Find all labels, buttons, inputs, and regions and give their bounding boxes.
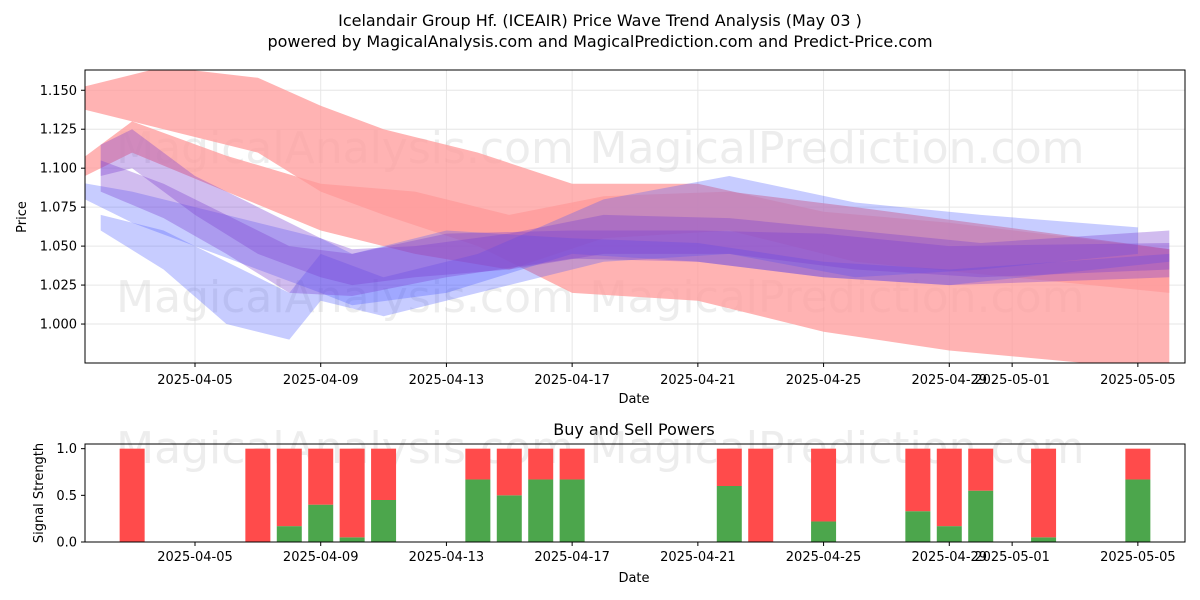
- price-plot-frame: [84, 69, 1186, 364]
- buy-bar: [905, 511, 931, 542]
- price-y-tick-label: 1.075: [40, 201, 77, 216]
- price-y-tick-label: 1.025: [40, 279, 77, 294]
- signal-chart-title: Buy and Sell Powers: [553, 420, 715, 439]
- sell-bar: [811, 448, 837, 522]
- sell-bar: [496, 448, 522, 496]
- sell-bar: [245, 448, 271, 542]
- signal-x-tick-label: 2025-04-21: [660, 550, 736, 565]
- price-x-tick-label: 2025-04-25: [786, 373, 862, 388]
- price-x-axis: 2025-04-05 2025-04-09 2025-04-13 2025-04-17…: [157, 363, 1176, 388]
- price-y-tick-label: 1.150: [40, 84, 77, 99]
- price-x-tick-label: 2025-04-13: [409, 373, 485, 388]
- sell-bar: [119, 448, 145, 542]
- buy-bar: [371, 500, 397, 542]
- buy-bar: [528, 479, 554, 542]
- price-y-tick-label: 1.050: [40, 240, 77, 255]
- sell-bar: [371, 448, 397, 500]
- buy-bar: [465, 479, 491, 542]
- signal-y-tick-label: 0.5: [56, 489, 77, 504]
- price-x-tick-label: 2025-04-21: [660, 373, 736, 388]
- sell-bar: [1125, 448, 1151, 480]
- price-y-axis: 1.000 1.025 1.050 1.075 1.100 1.125 1.150: [40, 84, 85, 333]
- buy-bar: [936, 526, 962, 542]
- price-y-tick-label: 1.125: [40, 123, 77, 138]
- signal-y-axis-label: Signal Strength: [32, 443, 47, 543]
- price-chart: MagicalAnalysis.com MagicalPrediction.co…: [15, 69, 1186, 407]
- signal-x-tick-label: 2025-04-05: [157, 550, 233, 565]
- signal-y-axis: 0.0 0.5 1.0: [56, 442, 85, 551]
- buy-bar: [1031, 537, 1057, 542]
- signal-bars: [119, 448, 1151, 542]
- sell-bar: [968, 448, 994, 491]
- price-y-tick-label: 1.000: [40, 318, 77, 333]
- signal-x-tick-label: 2025-04-13: [409, 550, 485, 565]
- sell-bar: [308, 448, 334, 505]
- buy-bar: [559, 479, 585, 542]
- price-x-tick-label: 2025-05-01: [974, 373, 1050, 388]
- buy-bar: [1125, 479, 1151, 542]
- price-x-tick-label: 2025-04-05: [157, 373, 233, 388]
- buy-bar: [308, 504, 334, 542]
- sell-bar: [1031, 448, 1057, 538]
- signal-x-tick-label: 2025-04-09: [283, 550, 359, 565]
- buy-bar: [811, 521, 837, 542]
- signal-chart: Buy and Sell Powers MagicalAnalysis.com …: [32, 420, 1186, 586]
- price-x-tick-label: 2025-05-05: [1100, 373, 1176, 388]
- buy-bar: [968, 490, 994, 542]
- sell-bar: [936, 448, 962, 527]
- price-x-tick-label: 2025-04-29: [912, 373, 988, 388]
- signal-x-axis-label: Date: [618, 571, 649, 586]
- signal-x-tick-label: 2025-04-25: [786, 550, 862, 565]
- red-band-2: [85, 121, 1170, 293]
- buy-bar: [496, 495, 522, 542]
- sell-bar: [748, 448, 774, 542]
- chart-title-line2: powered by MagicalAnalysis.com and Magic…: [267, 32, 932, 51]
- signal-x-tick-label: 2025-05-05: [1100, 550, 1176, 565]
- price-y-tick-label: 1.100: [40, 162, 77, 177]
- sell-bar: [276, 448, 302, 527]
- buy-bar: [339, 537, 365, 542]
- purple-band-2: [100, 160, 1170, 296]
- watermark-analysis-bottom: MagicalAnalysis.com: [116, 272, 574, 323]
- signal-x-tick-label: 2025-05-01: [974, 550, 1050, 565]
- sell-bar: [559, 448, 585, 480]
- buy-bar: [716, 486, 742, 542]
- sell-bar: [339, 448, 365, 538]
- signal-x-tick-label: 2025-04-29: [912, 550, 988, 565]
- watermark-prediction-top: MagicalPrediction.com: [590, 123, 1085, 174]
- signal-x-tick-label: 2025-04-17: [534, 550, 610, 565]
- price-x-tick-label: 2025-04-09: [283, 373, 359, 388]
- purple-band-1: [100, 129, 1170, 286]
- sell-bar: [905, 448, 931, 512]
- signal-x-axis: 2025-04-05 2025-04-09 2025-04-13 2025-04-17…: [157, 542, 1176, 565]
- price-x-axis-label: Date: [618, 392, 649, 407]
- sell-bar: [528, 448, 554, 480]
- signal-y-tick-label: 0.0: [56, 536, 77, 551]
- price-bands: [85, 70, 1170, 363]
- signal-y-tick-label: 1.0: [56, 442, 77, 457]
- price-y-axis-label: Price: [15, 201, 30, 233]
- blue-band-1: [85, 183, 1170, 306]
- sell-bar: [465, 448, 491, 480]
- watermark-prediction-signal: MagicalPrediction.com: [590, 423, 1085, 474]
- blue-band-2: [100, 176, 1138, 340]
- signal-plot-frame: [84, 443, 1186, 543]
- buy-bar: [276, 526, 302, 542]
- chart-title-line1: Icelandair Group Hf. (ICEAIR) Price Wave…: [338, 11, 862, 30]
- price-x-tick-label: 2025-04-17: [534, 373, 610, 388]
- sell-bar: [716, 448, 742, 486]
